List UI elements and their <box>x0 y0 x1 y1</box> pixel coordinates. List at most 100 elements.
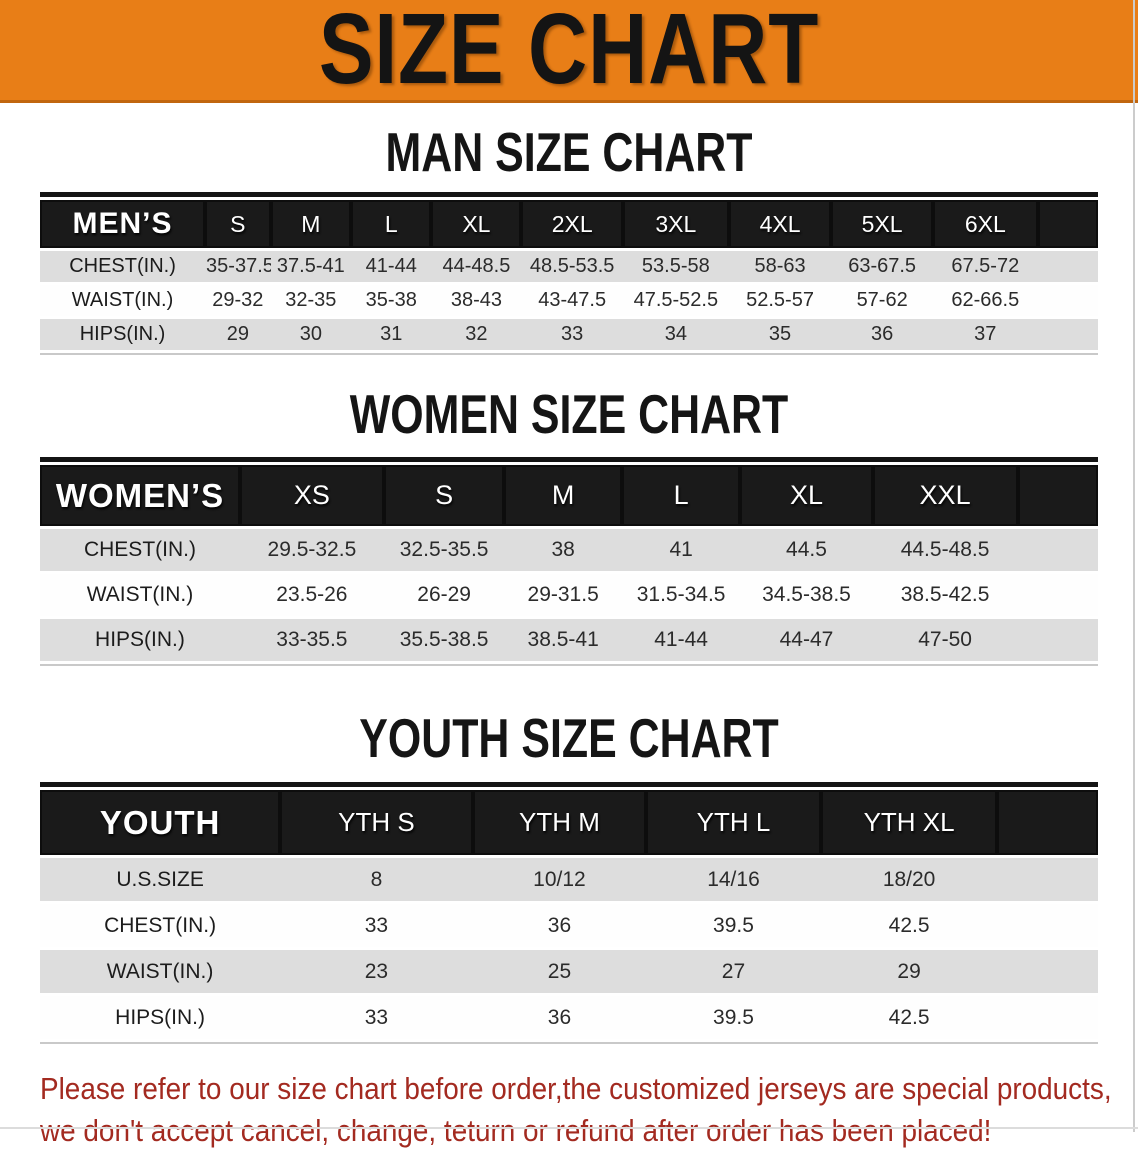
measurement-value: 29-31.5 <box>504 574 622 616</box>
measurement-value: 33-35.5 <box>239 619 384 661</box>
measurement-label: WAIST(IN.) <box>40 950 281 993</box>
size-column-header: S <box>205 200 271 248</box>
size-column-header: L <box>621 465 741 526</box>
measurement-value: 44.5-48.5 <box>872 529 1018 571</box>
size-column-header: YTH M <box>472 790 647 855</box>
measurement-value: 34.5-38.5 <box>740 574 873 616</box>
measurement-label: CHEST(IN.) <box>40 251 206 282</box>
measurement-value: 47-50 <box>872 619 1018 661</box>
size-chart-content: MAN SIZE CHART MEN’S S M L XL 2XL 3XL 4XL 5XL 6XL… <box>0 121 1138 1044</box>
measurement-value: 37.5-41 <box>270 251 352 282</box>
measurement-value: 43-47.5 <box>521 285 623 316</box>
size-column-header: M <box>270 200 352 248</box>
measurement-value: 18/20 <box>820 858 998 901</box>
size-column-header: XL <box>740 465 873 526</box>
measurement-value: 31 <box>351 319 432 350</box>
measurement-row: WAIST(IN.) 23.5-26 26-29 29-31.5 31.5-34.5 34… <box>40 574 1098 616</box>
measurement-value: 33 <box>280 996 473 1039</box>
measurement-value: 38.5-42.5 <box>872 574 1018 616</box>
measurement-value: 44-47 <box>740 619 873 661</box>
spacer-cell <box>1037 251 1098 282</box>
women-size-heading: WOMEN SIZE CHART <box>349 383 789 445</box>
measurement-value: 38 <box>504 529 622 571</box>
measurement-value: 23 <box>280 950 473 993</box>
youth-table-wrap: YOUTH YTH S YTH M YTH L YTH XL U.S.SIZE 8 10/12… <box>40 782 1098 1044</box>
table-top-rule <box>40 457 1098 462</box>
women-size-table: WOMEN’S XS S M L XL XXL CHEST(IN.) 29.5-32.5 32.5… <box>40 462 1098 666</box>
measurement-row: CHEST(IN.) 33 36 39.5 42.5 <box>40 904 1098 947</box>
measurement-value: 44.5 <box>740 529 873 571</box>
measurement-label: HIPS(IN.) <box>40 619 240 661</box>
measurement-value: 36 <box>472 996 647 1039</box>
man-size-heading: MAN SIZE CHART <box>385 121 753 183</box>
spacer-cell <box>997 904 1098 947</box>
measurement-row: CHEST(IN.) 29.5-32.5 32.5-35.5 38 41 44.5 44.5… <box>40 529 1098 571</box>
size-column-header: 2XL <box>521 200 623 248</box>
measurement-value: 29 <box>205 319 271 350</box>
notice-line-2: we don't accept cancel, change, teturn o… <box>40 1113 992 1148</box>
measurement-row: WAIST(IN.) 23 25 27 29 <box>40 950 1098 993</box>
size-column-header: L <box>351 200 432 248</box>
measurement-value: 32-35 <box>270 285 352 316</box>
size-column-header: XL <box>431 200 522 248</box>
man-size-section: MAN SIZE CHART MEN’S S M L XL 2XL 3XL 4XL 5XL 6XL… <box>0 121 1138 355</box>
measurement-label: WAIST(IN.) <box>40 285 206 316</box>
size-column-header: S <box>383 465 505 526</box>
youth-size-heading: YOUTH SIZE CHART <box>359 707 779 769</box>
size-column-header: 6XL <box>932 200 1038 248</box>
youth-size-table: YOUTH YTH S YTH M YTH L YTH XL U.S.SIZE 8 10/12… <box>40 787 1098 1044</box>
measurement-value: 42.5 <box>820 904 998 947</box>
table-group-label: MEN’S <box>40 200 206 248</box>
size-column-header: 4XL <box>728 200 832 248</box>
spacer-cell <box>1037 319 1098 350</box>
spacer-cell <box>1017 619 1098 661</box>
order-notice: Please refer to our size chart before or… <box>40 1068 1138 1152</box>
measurement-value: 35-38 <box>351 285 432 316</box>
measurement-value: 29 <box>820 950 998 993</box>
notice-line-1: Please refer to our size chart before or… <box>40 1071 1112 1106</box>
measurement-value: 58-63 <box>728 251 832 282</box>
measurement-value: 35-37.5 <box>205 251 271 282</box>
spacer-cell <box>997 996 1098 1039</box>
measurement-value: 38-43 <box>431 285 522 316</box>
spacer-cell <box>1037 285 1098 316</box>
right-edge-line <box>1133 0 1135 1132</box>
measurement-value: 25 <box>472 950 647 993</box>
measurement-value: 39.5 <box>646 904 821 947</box>
table-group-label: YOUTH <box>40 790 281 855</box>
measurement-label: CHEST(IN.) <box>40 529 240 571</box>
measurement-value: 30 <box>270 319 352 350</box>
measurement-row: CHEST(IN.) 35-37.5 37.5-41 41-44 44-48.5 48.5… <box>40 251 1098 282</box>
measurement-value: 26-29 <box>383 574 505 616</box>
table-top-rule <box>40 782 1098 787</box>
measurement-label: U.S.SIZE <box>40 858 281 901</box>
size-column-header: YTH XL <box>820 790 998 855</box>
measurement-value: 62-66.5 <box>932 285 1038 316</box>
measurement-label: CHEST(IN.) <box>40 904 281 947</box>
measurement-value: 57-62 <box>831 285 933 316</box>
measurement-value: 8 <box>280 858 473 901</box>
measurement-value: 36 <box>472 904 647 947</box>
measurement-row: HIPS(IN.) 29 30 31 32 33 34 35 36 37 <box>40 319 1098 350</box>
size-column-header: 3XL <box>622 200 729 248</box>
spacer-cell <box>997 950 1098 993</box>
measurement-value: 35.5-38.5 <box>383 619 505 661</box>
measurement-value: 32 <box>431 319 522 350</box>
measurement-value: 33 <box>521 319 623 350</box>
measurement-row: U.S.SIZE 8 10/12 14/16 18/20 <box>40 858 1098 901</box>
size-column-header: YTH L <box>646 790 821 855</box>
measurement-value: 14/16 <box>646 858 821 901</box>
measurement-value: 41-44 <box>351 251 432 282</box>
size-column-header: YTH S <box>280 790 473 855</box>
measurement-row: WAIST(IN.) 29-32 32-35 35-38 38-43 43-47.5 47.… <box>40 285 1098 316</box>
measurement-value: 29.5-32.5 <box>239 529 384 571</box>
measurement-value: 29-32 <box>205 285 271 316</box>
men-size-table: MEN’S S M L XL 2XL 3XL 4XL 5XL 6XL CHEST(IN.) 35-37… <box>40 197 1098 355</box>
size-column-header: XS <box>239 465 384 526</box>
measurement-value: 10/12 <box>472 858 647 901</box>
measurement-value: 38.5-41 <box>504 619 622 661</box>
measurement-value: 23.5-26 <box>239 574 384 616</box>
spacer-cell <box>1017 465 1098 526</box>
spacer-cell <box>1017 574 1098 616</box>
measurement-row: HIPS(IN.) 33 36 39.5 42.5 <box>40 996 1098 1039</box>
